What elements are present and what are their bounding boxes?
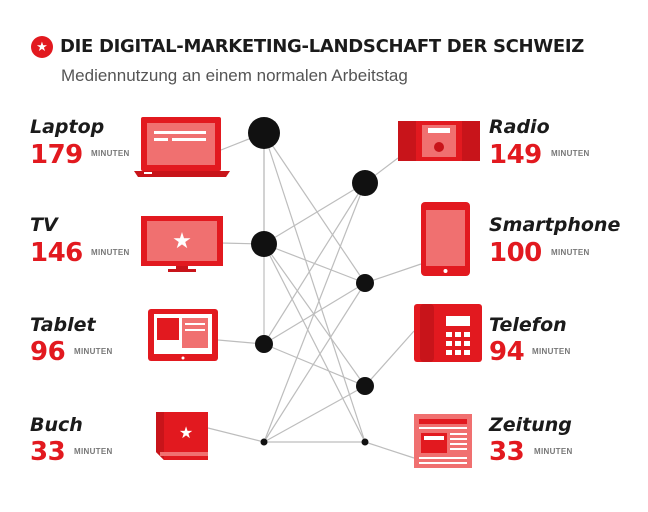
network-nodes (248, 117, 378, 446)
label-radio: Radio (489, 116, 550, 138)
label-smartphone: Smartphone (489, 214, 621, 236)
newspaper-icon (414, 414, 472, 468)
value-telefon: 94 (489, 337, 525, 367)
label-buch: Buch (30, 414, 83, 436)
node-telefon (356, 377, 374, 395)
value-smartphone: 100 (489, 238, 542, 268)
label-zeitung: Zeitung (489, 414, 572, 436)
node-laptop (248, 117, 280, 149)
value-radio: 149 (489, 140, 542, 170)
node-radio (352, 170, 378, 196)
label-laptop: Laptop (30, 116, 105, 138)
star-badge-icon: ★ (31, 36, 53, 58)
smartphone-icon (421, 202, 470, 276)
unit-radio: MINUTEN (551, 149, 590, 158)
label-telefon: Telefon (489, 314, 567, 336)
unit-telefon: MINUTEN (532, 347, 571, 356)
node-tv (251, 231, 277, 257)
unit-smartphone: MINUTEN (551, 248, 590, 257)
value-tv: 146 (30, 238, 83, 268)
node-tablet (255, 335, 273, 353)
unit-buch: MINUTEN (74, 447, 113, 456)
node-buch (260, 438, 268, 446)
page-subtitle: Mediennutzung an einem normalen Arbeitst… (61, 66, 408, 85)
label-tablet: Tablet (30, 314, 96, 336)
node-zeitung (361, 438, 369, 446)
tablet-icon (148, 309, 218, 361)
value-zeitung: 33 (489, 437, 525, 467)
radio-icon (398, 121, 480, 161)
label-tv: TV (30, 214, 58, 236)
book-icon: ★ (156, 412, 208, 460)
value-laptop: 179 (30, 140, 83, 170)
tv-icon: ★ (141, 216, 223, 272)
value-buch: 33 (30, 437, 66, 467)
unit-zeitung: MINUTEN (534, 447, 573, 456)
telephone-icon (414, 304, 482, 362)
unit-laptop: MINUTEN (91, 149, 130, 158)
node-smartphone (356, 274, 374, 292)
svg-text:★: ★ (172, 229, 192, 254)
page-title: DIE DIGITAL-MARKETING-LANDSCHAFT DER SCH… (60, 36, 585, 57)
laptop-icon (134, 117, 230, 177)
value-tablet: 96 (30, 337, 66, 367)
svg-text:★: ★ (179, 423, 193, 442)
unit-tablet: MINUTEN (74, 347, 113, 356)
unit-tv: MINUTEN (91, 248, 130, 257)
connection-lines (207, 132, 422, 459)
